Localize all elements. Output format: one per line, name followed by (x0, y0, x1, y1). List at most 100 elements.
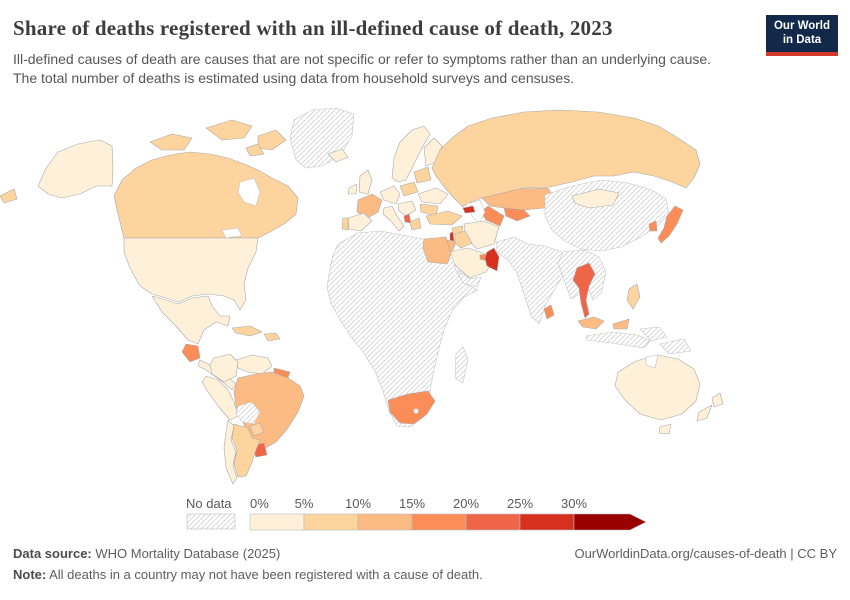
note-label: Note: (13, 567, 47, 582)
country-balkans[interactable] (397, 200, 417, 217)
country-colombia[interactable] (209, 353, 239, 383)
country-mongolia[interactable] (571, 188, 620, 209)
note-line: Note: All deaths in a country may not ha… (13, 567, 837, 582)
owid-logo-line1: Our World (773, 20, 830, 32)
note-text: All deaths in a country may not have bee… (46, 567, 483, 582)
legend-tick-6: 30% (561, 496, 587, 511)
country-new-zealand-north[interactable] (711, 392, 724, 408)
country-iran[interactable] (463, 220, 500, 250)
data-source-line: Data source: WHO Mortality Database (202… (13, 546, 280, 561)
legend-bin-3[interactable] (411, 513, 467, 531)
country-mexico[interactable] (151, 295, 231, 345)
country-albania[interactable] (403, 213, 412, 224)
country-hispaniola[interactable] (263, 332, 281, 342)
country-argentina[interactable] (231, 423, 261, 478)
country-madagascar[interactable] (454, 346, 469, 384)
country-uk[interactable] (358, 169, 373, 195)
country-south-asia[interactable] (495, 236, 569, 325)
country-south-korea[interactable] (648, 220, 658, 232)
legend-bin-2[interactable] (357, 513, 413, 531)
legend-tick-1: 5% (295, 496, 314, 511)
country-scandinavia[interactable] (391, 125, 431, 183)
owid-canonical-link[interactable]: OurWorldinData.org/causes-of-death | CC … (574, 546, 837, 561)
country-poland[interactable] (399, 181, 419, 197)
country-turkey[interactable] (425, 210, 463, 226)
legend-no-data-label: No data (186, 496, 232, 511)
country-georgia[interactable] (462, 205, 476, 214)
country-indonesia-east[interactable] (639, 326, 668, 342)
legend-tick-0: 0% (250, 496, 269, 511)
country-paraguay[interactable] (249, 422, 265, 437)
legend-tick-5: 25% (507, 496, 533, 511)
data-source-text: WHO Mortality Database (2025) (91, 546, 281, 561)
country-ukraine[interactable] (417, 187, 449, 205)
country-canada-arctic-4[interactable] (245, 143, 265, 157)
country-japan[interactable] (657, 205, 684, 244)
country-russia[interactable] (431, 109, 701, 208)
gulf-of-carpentaria (645, 354, 659, 369)
legend-bin-5[interactable] (519, 513, 575, 531)
country-russia-wrap[interactable] (0, 188, 18, 204)
legend-bin-1[interactable] (303, 513, 359, 531)
country-baltics[interactable] (413, 166, 432, 184)
chart-footer: Data source: WHO Mortality Database (202… (13, 546, 837, 582)
country-spain[interactable] (347, 212, 373, 232)
legend-bin-4[interactable] (465, 513, 521, 531)
country-iraq[interactable] (454, 230, 473, 249)
legend-bin-6-arrow[interactable] (573, 513, 647, 531)
country-indonesia[interactable] (585, 331, 651, 349)
country-thailand[interactable] (572, 262, 596, 319)
country-kazakhstan[interactable] (481, 187, 555, 211)
country-malaysia[interactable] (577, 316, 605, 330)
great-lakes (221, 227, 243, 239)
country-canada[interactable] (113, 151, 299, 239)
country-lebanon[interactable] (449, 231, 455, 242)
country-oman[interactable] (484, 247, 500, 272)
legend-no-data-swatch[interactable] (186, 513, 236, 530)
legend-bin-0[interactable] (249, 513, 305, 531)
legend-tick-2: 10% (345, 496, 371, 511)
country-iceland[interactable] (327, 148, 349, 163)
country-canada-arctic-2[interactable] (205, 119, 253, 141)
country-peru-ecuador[interactable] (201, 375, 239, 421)
country-ireland[interactable] (347, 183, 358, 195)
country-papua-new-guinea[interactable] (659, 338, 692, 355)
country-south-africa[interactable] (387, 390, 436, 425)
country-usa[interactable] (123, 237, 259, 311)
country-venezuela[interactable] (235, 354, 273, 375)
country-greenland[interactable] (289, 107, 355, 169)
caspian-sea (469, 199, 486, 225)
lesotho-enclave (413, 408, 419, 414)
country-philippines[interactable] (626, 283, 641, 310)
owid-logo[interactable]: Our World in Data (766, 15, 838, 56)
country-australia[interactable] (614, 354, 701, 421)
owid-logo-line2: in Data (782, 33, 822, 46)
country-bolivia[interactable] (235, 401, 261, 425)
country-italy[interactable] (382, 205, 405, 232)
owid-logo-box: Our World in Data (766, 15, 838, 56)
country-sri-lanka[interactable] (543, 304, 555, 320)
hudson-bay (237, 177, 261, 207)
country-egypt[interactable] (422, 236, 452, 265)
country-central-europe[interactable] (379, 185, 401, 205)
country-malaysia-borneo[interactable] (612, 318, 630, 330)
country-alaska[interactable] (37, 139, 114, 199)
country-cuba[interactable] (231, 325, 263, 337)
legend-tick-3: 15% (399, 496, 425, 511)
country-canada-arctic-1[interactable] (149, 133, 193, 151)
country-uzbekistan[interactable] (503, 207, 531, 222)
legend-tick-4: 20% (453, 496, 479, 511)
country-portugal[interactable] (341, 217, 349, 231)
country-new-zealand-south[interactable] (696, 404, 713, 422)
data-source-label: Data source: (13, 546, 92, 561)
country-chile[interactable] (223, 419, 238, 485)
country-tasmania[interactable] (658, 423, 672, 435)
country-canada-arctic-3[interactable] (257, 129, 287, 151)
country-greece[interactable] (409, 217, 422, 231)
country-france[interactable] (356, 193, 383, 219)
chart-subtitle: Ill-defined causes of death are causes t… (13, 51, 712, 87)
country-guatemala[interactable] (181, 343, 201, 363)
page-title: Share of deaths registered with an ill-d… (13, 16, 613, 40)
